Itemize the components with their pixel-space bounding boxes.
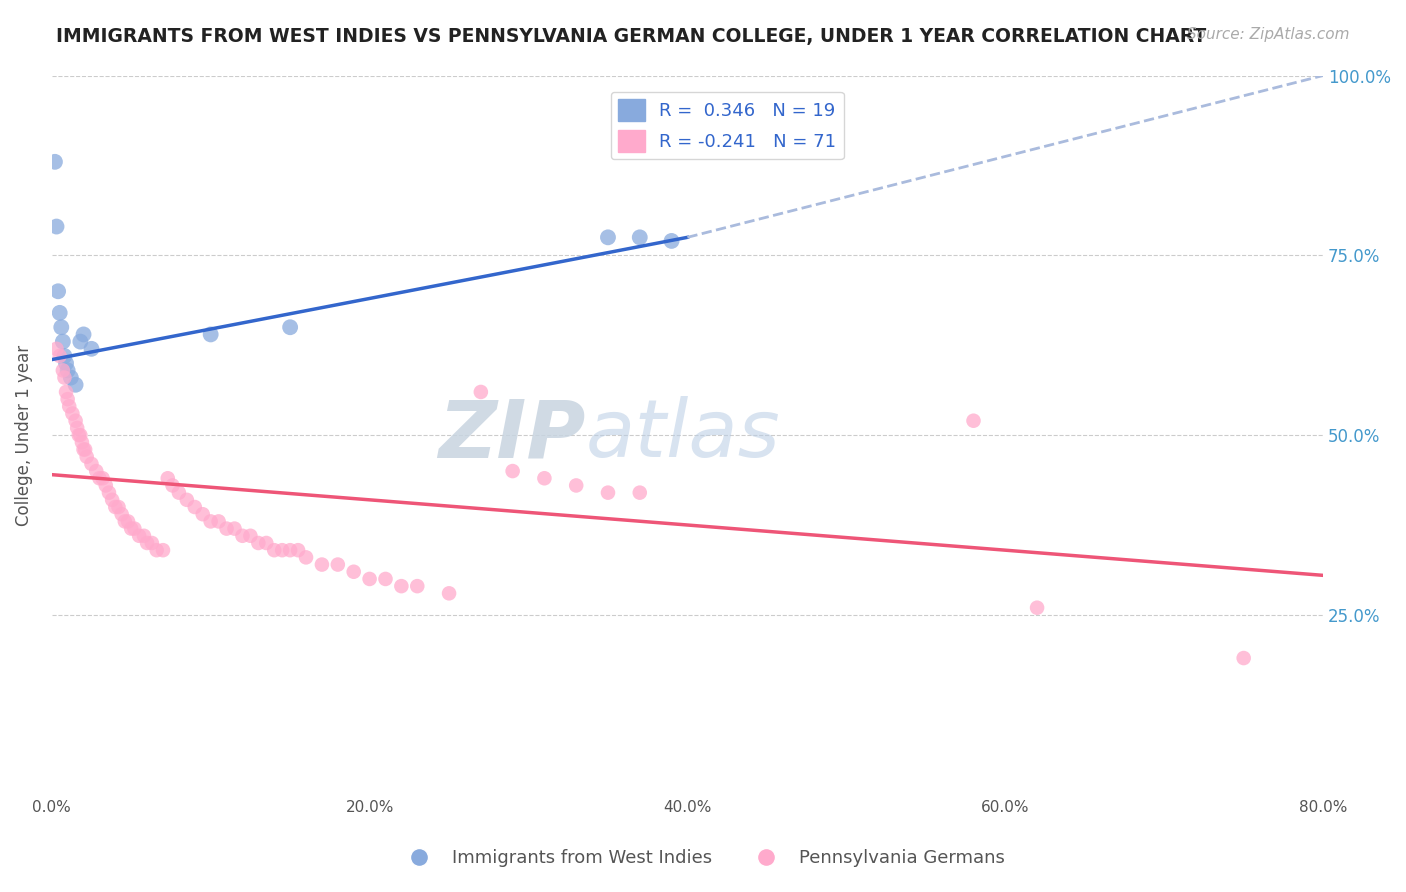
Point (184, 500, 207, 514)
Point (406, 579, 429, 593)
Point (94, 478, 117, 492)
Legend: Immigrants from West Indies, Pennsylvania Germans: Immigrants from West Indies, Pennsylvani… (394, 842, 1012, 874)
Point (239, 529, 262, 543)
Point (661, 234, 683, 248)
Point (91, 471, 114, 485)
Point (200, 327, 222, 342)
Point (80, 457, 103, 471)
Point (167, 485, 190, 500)
Point (51, 320, 73, 334)
Point (263, 543, 285, 558)
Point (156, 471, 179, 485)
Point (48, 306, 70, 320)
Point (56, 363, 79, 377)
Text: IMMIGRANTS FROM WEST INDIES VS PENNSYLVANIA GERMAN COLLEGE, UNDER 1 YEAR CORRELA: IMMIGRANTS FROM WEST INDIES VS PENNSYLVA… (56, 27, 1206, 45)
Point (69, 334, 91, 349)
Text: ZIP: ZIP (439, 396, 586, 475)
Point (45, 219, 67, 234)
Point (75, 442, 97, 457)
Point (215, 522, 238, 536)
Point (628, 485, 651, 500)
Point (97, 485, 120, 500)
Point (176, 492, 198, 507)
Point (152, 543, 174, 558)
Point (58, 400, 80, 414)
Point (326, 558, 349, 572)
Point (271, 543, 294, 558)
Point (278, 320, 301, 334)
Text: atlas: atlas (586, 396, 780, 475)
Point (128, 529, 150, 543)
Point (56, 392, 79, 406)
Point (53, 349, 76, 363)
Point (628, 230, 651, 244)
Point (52, 363, 75, 377)
Point (295, 550, 318, 565)
Point (533, 471, 555, 485)
Point (76, 450, 98, 464)
Point (48, 349, 70, 363)
Point (72, 327, 94, 342)
Point (55, 356, 77, 370)
Point (231, 529, 253, 543)
Point (62, 407, 84, 421)
Point (107, 500, 129, 514)
Point (65, 377, 87, 392)
Point (52, 334, 75, 349)
Point (145, 543, 167, 558)
Point (565, 478, 588, 492)
Point (101, 492, 124, 507)
Point (470, 384, 492, 399)
Point (84, 464, 107, 478)
Point (80, 342, 103, 356)
Point (247, 536, 270, 550)
Point (104, 500, 127, 514)
Point (254, 536, 277, 550)
Point (596, 485, 619, 500)
Point (224, 522, 246, 536)
Point (111, 507, 134, 521)
Point (69, 428, 91, 442)
Point (65, 414, 87, 428)
Point (374, 572, 396, 586)
Point (1026, 600, 1049, 615)
Point (67, 428, 90, 442)
Point (191, 507, 214, 521)
Point (45, 342, 67, 356)
Point (114, 515, 136, 529)
Point (117, 515, 139, 529)
Point (311, 558, 333, 572)
Point (162, 478, 184, 492)
Point (278, 543, 301, 558)
Point (502, 464, 524, 478)
Point (437, 586, 460, 600)
Point (70, 435, 93, 450)
Point (46, 285, 69, 299)
Point (124, 522, 146, 536)
Point (1233, 651, 1256, 665)
Point (389, 579, 412, 593)
Legend: R =  0.346   N = 19, R = -0.241   N = 71: R = 0.346 N = 19, R = -0.241 N = 71 (610, 92, 844, 160)
Point (59, 370, 82, 384)
Point (596, 230, 619, 244)
Point (287, 543, 309, 558)
Y-axis label: College, Under 1 year: College, Under 1 year (15, 344, 32, 525)
Point (962, 414, 984, 428)
Point (200, 515, 222, 529)
Point (89, 471, 111, 485)
Point (66, 421, 89, 435)
Point (359, 572, 381, 586)
Point (136, 536, 159, 550)
Point (72, 442, 94, 457)
Point (207, 515, 229, 529)
Point (132, 529, 155, 543)
Point (53, 370, 76, 384)
Point (120, 522, 142, 536)
Point (55, 384, 77, 399)
Text: Source: ZipAtlas.com: Source: ZipAtlas.com (1187, 27, 1350, 42)
Point (343, 565, 366, 579)
Point (44, 154, 66, 169)
Point (141, 536, 163, 550)
